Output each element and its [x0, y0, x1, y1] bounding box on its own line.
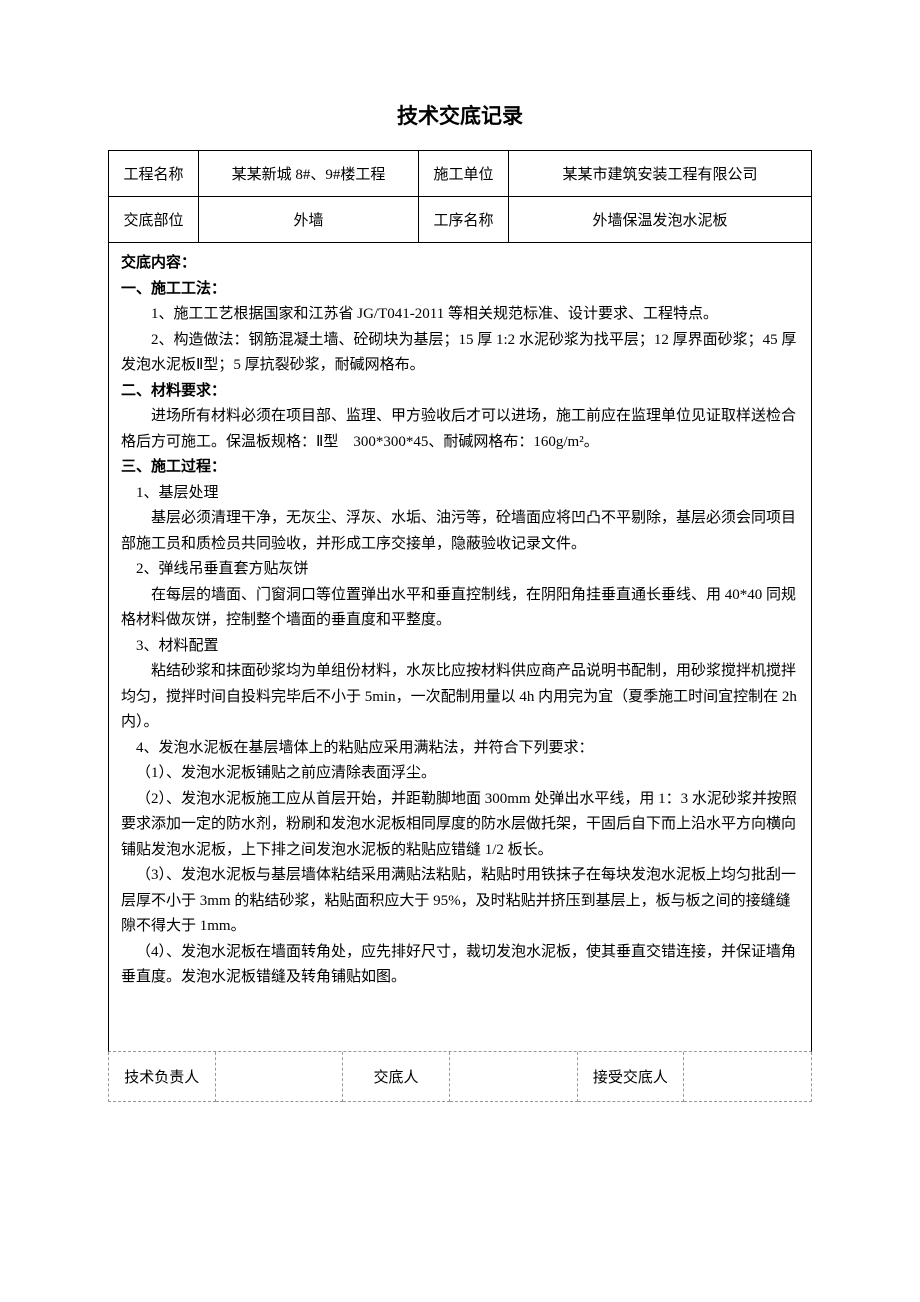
- section-2-heading: 二、材料要求：: [121, 379, 799, 405]
- project-name-label: 工程名称: [109, 151, 199, 197]
- section-3-p4-3: （3）、发泡水泥板与基层墙体粘结采用满贴法粘贴，粘贴时用铁抹子在每块发泡水泥板上…: [121, 863, 799, 940]
- construction-unit-value: 某某市建筑安装工程有限公司: [509, 151, 812, 197]
- section-1-heading: 一、施工工法：: [121, 277, 799, 303]
- section-3-p1-body: 基层必须清理干净，无灰尘、浮灰、水垢、油污等，砼墙面应将凹凸不平剔除，基层必须会…: [121, 506, 799, 557]
- tech-lead-value: [215, 1052, 343, 1102]
- construction-unit-label: 施工单位: [419, 151, 509, 197]
- disclosure-part-value: 外墙: [199, 197, 419, 243]
- section-3-p4-2: （2）、发泡水泥板施工应从首层开始，并距勒脚地面 300mm 处弹出水平线，用 …: [121, 787, 799, 864]
- content-label: 交底内容：: [121, 251, 799, 277]
- table-row: 技术负责人 交底人 接受交底人: [109, 1052, 812, 1102]
- section-3-p4-4: （4）、发泡水泥板在墙面转角处，应先排好尺寸，裁切发泡水泥板，使其垂直交错连接，…: [121, 940, 799, 991]
- section-3-p2-label: 2、弹线吊垂直套方贴灰饼: [121, 557, 799, 583]
- table-row: 交底部位 外墙 工序名称 外墙保温发泡水泥板: [109, 197, 812, 243]
- section-1-p1: 1、施工工艺根据国家和江苏省 JG/T041-2011 等相关规范标准、设计要求…: [121, 302, 799, 328]
- section-3-p3-body: 粘结砂浆和抹面砂浆均为单组份材料，水灰比应按材料供应商产品说明书配制，用砂浆搅拌…: [121, 659, 799, 736]
- section-3-p2-body: 在每层的墙面、门窗洞口等位置弹出水平和垂直控制线，在阴阳角挂垂直通长垂线、用 4…: [121, 583, 799, 634]
- section-1-p2: 2、构造做法：钢筋混凝土墙、砼砌块为基层；15 厚 1:2 水泥砂浆为找平层；1…: [121, 328, 799, 379]
- discloser-value: [449, 1052, 577, 1102]
- discloser-label: 交底人: [343, 1052, 450, 1102]
- receiver-label: 接受交底人: [577, 1052, 684, 1102]
- disclosure-part-label: 交底部位: [109, 197, 199, 243]
- table-row: 工程名称 某某新城 8#、9#楼工程 施工单位 某某市建筑安装工程有限公司: [109, 151, 812, 197]
- footer-table: 技术负责人 交底人 接受交底人: [108, 1052, 812, 1102]
- project-name-value: 某某新城 8#、9#楼工程: [199, 151, 419, 197]
- tech-lead-label: 技术负责人: [109, 1052, 216, 1102]
- section-3-p3-label: 3、材料配置: [121, 634, 799, 660]
- document-title: 技术交底记录: [108, 100, 812, 130]
- process-name-value: 外墙保温发泡水泥板: [509, 197, 812, 243]
- section-3-p1-label: 1、基层处理: [121, 481, 799, 507]
- receiver-value: [684, 1052, 812, 1102]
- process-name-label: 工序名称: [419, 197, 509, 243]
- section-3-heading: 三、施工过程：: [121, 455, 799, 481]
- section-2-p1: 进场所有材料必须在项目部、监理、甲方验收后才可以进场，施工前应在监理单位见证取样…: [121, 404, 799, 455]
- section-3-p4-1: （1）、发泡水泥板铺贴之前应清除表面浮尘。: [121, 761, 799, 787]
- section-3-p4-label: 4、发泡水泥板在基层墙体上的粘贴应采用满粘法，并符合下列要求：: [121, 736, 799, 762]
- header-table: 工程名称 某某新城 8#、9#楼工程 施工单位 某某市建筑安装工程有限公司 交底…: [108, 150, 812, 243]
- content-section: 交底内容： 一、施工工法： 1、施工工艺根据国家和江苏省 JG/T041-201…: [108, 243, 812, 1052]
